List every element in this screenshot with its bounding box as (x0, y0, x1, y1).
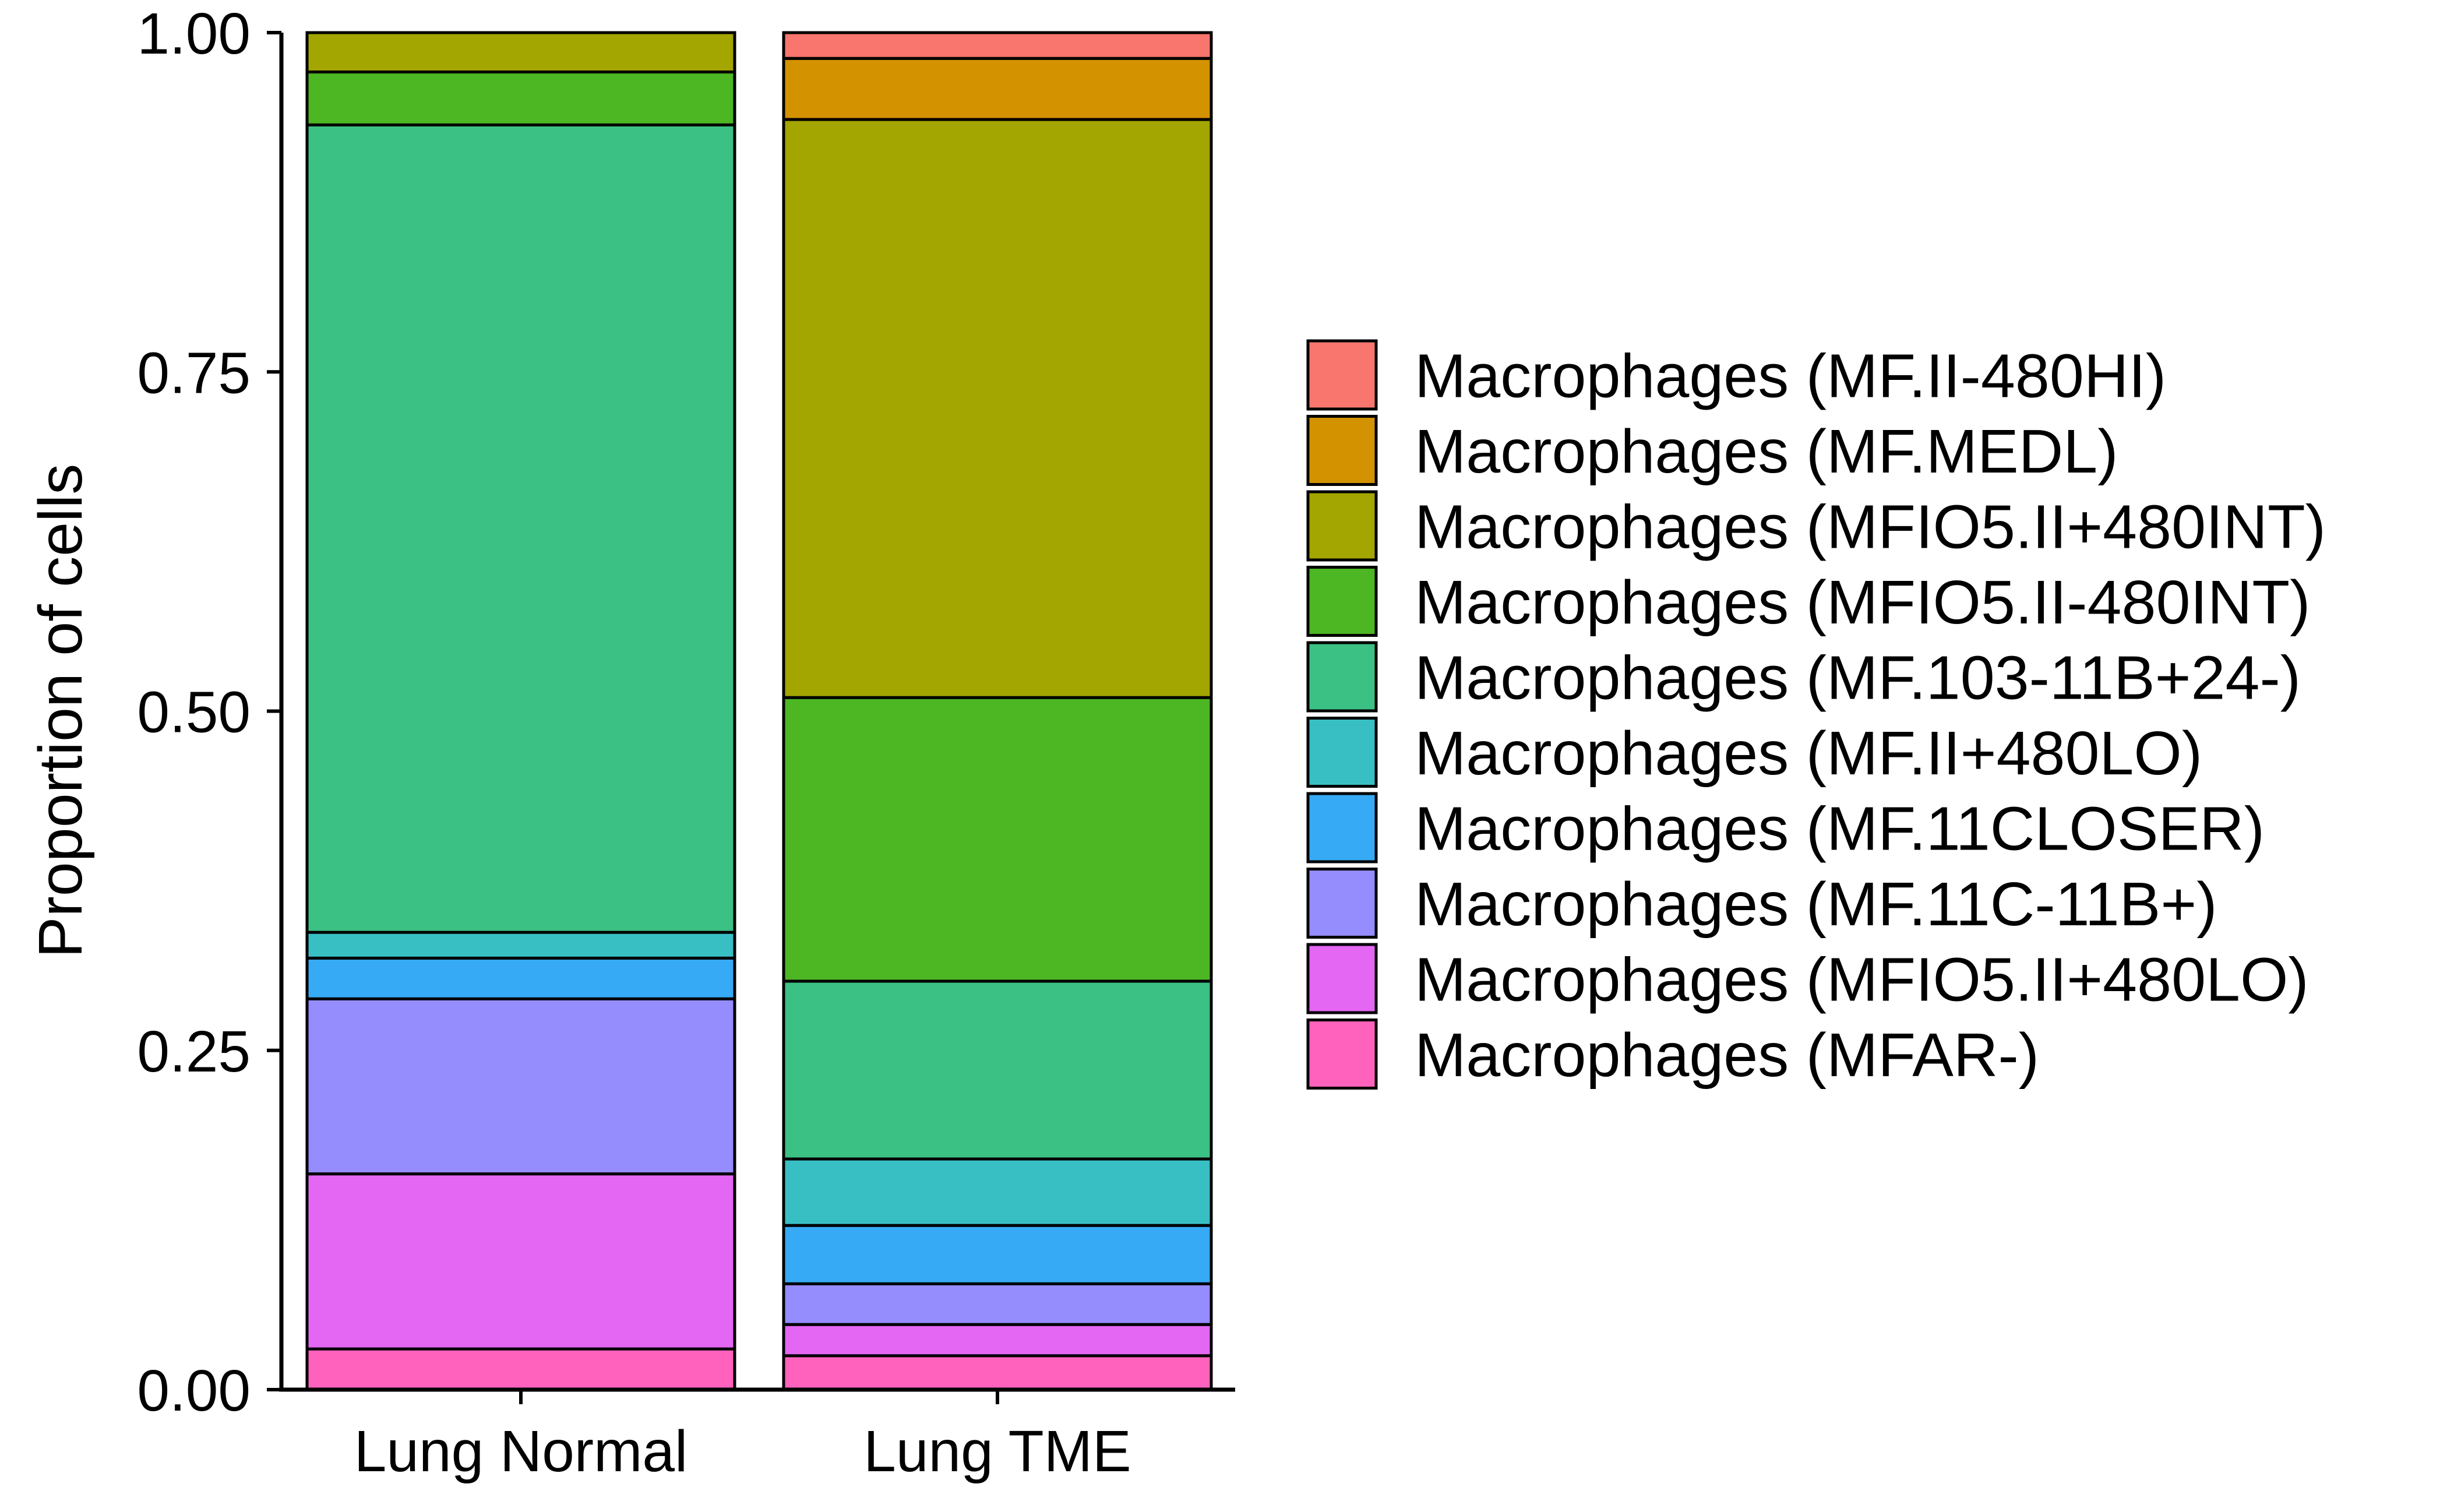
y-tick-label: 0.50 (137, 680, 251, 745)
legend-key (1306, 868, 1378, 939)
y-axis-title: Proportion of cells (26, 464, 95, 958)
x-ticks: Lung Normal Lung TME (354, 1390, 1131, 1484)
bar-segment (782, 57, 1213, 121)
bar-segment (782, 1224, 1213, 1285)
bar-segment (782, 118, 1213, 699)
bar-segment (305, 956, 736, 1000)
bar-segment (305, 1172, 736, 1351)
y-tick-label: 0.00 (137, 1358, 251, 1423)
y-tick-label: 0.75 (137, 340, 251, 406)
legend-label: Macrophages (MF.MEDL) (1415, 417, 2118, 486)
bar-segment (305, 71, 736, 126)
y-tick-label: 0.25 (137, 1019, 251, 1084)
bar-segment (305, 31, 736, 74)
bar-segment (782, 1282, 1213, 1326)
legend-label: Macrophages (MF.II+480LO) (1415, 719, 2202, 788)
x-tick-label: Lung Normal (354, 1419, 688, 1484)
bar-segment (305, 997, 736, 1176)
bar-segment (782, 1323, 1213, 1358)
y-ticks: 0.00 0.25 0.50 0.75 1.00 (137, 1, 281, 1423)
bar-segment (305, 931, 736, 960)
bars-layer (305, 31, 1213, 1391)
bar-segment (782, 1157, 1213, 1227)
bar-segment (305, 123, 736, 934)
x-tick-label: Lung TME (863, 1419, 1131, 1484)
bar-segment (782, 31, 1213, 60)
legend-label: Macrophages (MFIO5.II-480INT) (1415, 568, 2310, 637)
legend-key (1306, 792, 1378, 864)
legend: Macrophages (MF.II-480HI)Macrophages (MF… (1306, 339, 2326, 1090)
bar-segment (782, 979, 1213, 1161)
legend-label: Macrophages (MFIO5.II+480INT) (1415, 493, 2326, 562)
legend-key (1306, 566, 1378, 637)
legend-label: Macrophages (MFIO5.II+480LO) (1415, 946, 2309, 1014)
legend-key (1306, 1018, 1378, 1090)
legend-key (1306, 415, 1378, 486)
legend-label: Macrophages (MF.11CLOSER) (1415, 795, 2265, 864)
legend-label: Macrophages (MF.11C-11B+) (1415, 870, 2217, 939)
legend-label: Macrophages (MFAR-) (1415, 1021, 2039, 1090)
legend-key (1306, 490, 1378, 562)
legend-key (1306, 339, 1378, 411)
bar-segment (782, 696, 1213, 983)
bar-segment (305, 1347, 736, 1391)
y-tick-label: 1.00 (137, 1, 251, 66)
bar-segment (782, 1354, 1213, 1391)
legend-label: Macrophages (MF.II-480HI) (1415, 342, 2166, 411)
legend-label: Macrophages (MF.103-11B+24-) (1415, 644, 2301, 713)
legend-key (1306, 641, 1378, 713)
legend-key (1306, 943, 1378, 1014)
legend-key (1306, 717, 1378, 788)
